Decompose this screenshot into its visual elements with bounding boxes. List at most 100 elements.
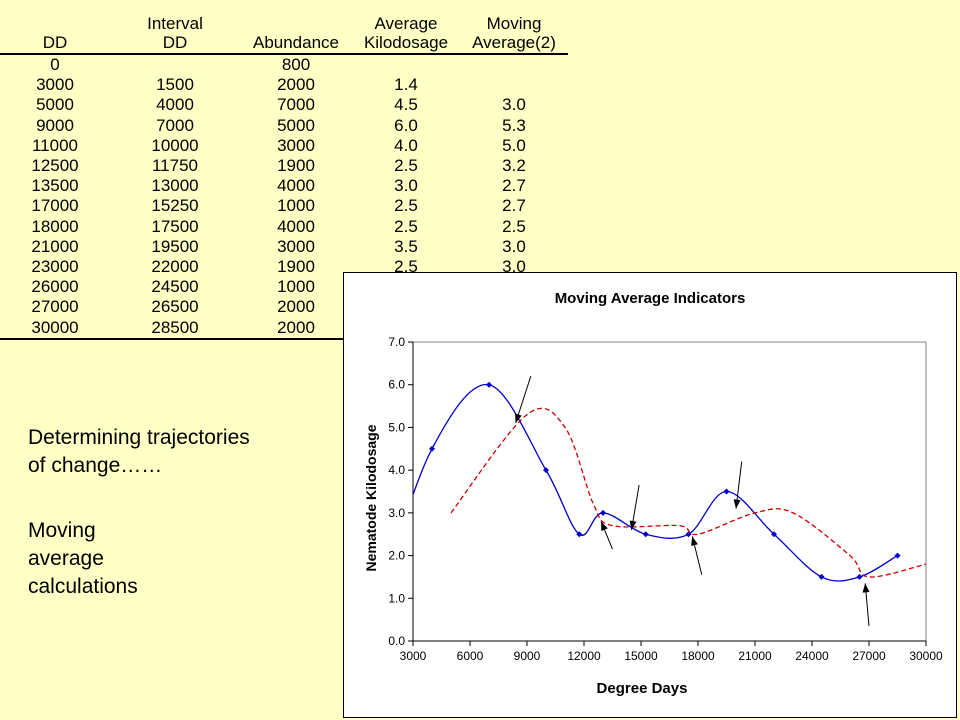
annotation-arrowhead	[601, 521, 608, 532]
column-header: DD	[110, 33, 240, 55]
table-cell: 4.0	[394, 135, 418, 155]
table-cell: 5.3	[502, 115, 526, 135]
table-cell: 11000	[31, 135, 78, 155]
table-cell: 13500	[31, 176, 79, 196]
data-point	[600, 509, 606, 516]
x-tick-label: 18000	[681, 649, 715, 663]
table-cell: 3.5	[394, 236, 418, 256]
table-cell: 800	[281, 55, 311, 75]
table-cell: 3.0	[502, 95, 526, 115]
column-header: Interval	[147, 14, 203, 33]
table-cell: 3.0	[394, 176, 418, 196]
table-row: 21000 19500 3000 3.5 3.0	[0, 237, 568, 257]
table-cell: 12500	[31, 156, 79, 176]
table-cell: 17500	[151, 216, 199, 236]
table-cell: 18000	[31, 216, 79, 236]
y-tick-label: 4.0	[388, 463, 405, 477]
x-tick-label: 12000	[567, 649, 601, 663]
table-cell: 2.7	[502, 196, 526, 216]
x-tick-label: 6000	[457, 649, 484, 663]
table-cell: 0	[50, 55, 60, 75]
table-cell: 7000	[277, 95, 315, 115]
table-cell: 3.2	[502, 156, 526, 176]
table-row: 17000 15250 1000 2.5 2.7	[0, 196, 568, 216]
x-tick-label: 30000	[909, 649, 943, 663]
x-tick-label: 9000	[514, 649, 541, 663]
x-tick-label: 21000	[738, 649, 772, 663]
table-cell: 2000	[277, 297, 315, 317]
column-header: Average(2)	[460, 33, 568, 55]
table-cell: 3000	[36, 75, 74, 95]
x-tick-label: 15000	[624, 649, 658, 663]
table-cell: 3.0	[502, 256, 526, 276]
caption-line: Moving	[28, 519, 96, 542]
table-cell	[460, 75, 568, 95]
data-point	[723, 488, 730, 495]
data-point	[894, 552, 901, 559]
y-tick-label: 3.0	[388, 506, 405, 520]
table-cell: 30000	[0, 317, 110, 340]
table-cell: 2.5	[394, 256, 418, 276]
y-tick-label: 5.0	[388, 420, 405, 434]
table-cell: 1900	[277, 156, 315, 176]
moving-average-line	[450, 407, 926, 578]
column-header: Abundance	[240, 33, 352, 55]
table-cell: 3.0	[502, 236, 526, 256]
table-cell: 13000	[151, 176, 199, 196]
annotation-arrowhead	[515, 413, 522, 424]
annotation-arrowhead	[629, 520, 637, 530]
table-cell: 5000	[277, 115, 315, 135]
table-cell: 3000	[277, 135, 315, 155]
table-cell: 2000	[240, 317, 352, 340]
table-cell: 27000	[31, 297, 79, 317]
moving-average-chart: Moving Average Indicators Degree Days Ne…	[363, 290, 943, 697]
heading-line: Determining trajectories	[28, 426, 250, 449]
x-axis-label: Degree Days	[597, 680, 688, 697]
table-row: 0 800	[0, 54, 568, 75]
column-header	[240, 14, 352, 33]
table-cell: 2.7	[502, 176, 526, 196]
column-header: Average	[374, 14, 438, 33]
data-point	[685, 531, 692, 538]
table-cell: 17000	[31, 196, 79, 216]
y-tick-label: 6.0	[388, 378, 405, 392]
data-point	[486, 381, 492, 388]
chart-title: Moving Average Indicators	[555, 290, 746, 307]
table-cell: 15250	[151, 196, 199, 216]
x-tick-label: 24000	[795, 649, 829, 663]
table-cell: 2.5	[502, 216, 526, 236]
plot-area: 3000 6000 9000 12000 15000 18000 21000 24000 270…	[388, 335, 943, 663]
data-point	[429, 445, 435, 452]
trajectory-heading: Determining trajectories of change……	[28, 424, 250, 480]
table-cell: 22000	[151, 256, 199, 276]
table-cell: 23000	[31, 256, 79, 276]
moving-average-caption: Moving average calculations	[28, 517, 138, 601]
data-point	[576, 531, 583, 538]
table-row: 9000 7000 5000 6.0 5.3	[0, 116, 568, 136]
table-cell: 28500	[110, 317, 240, 340]
table-cell: 2.5	[394, 216, 418, 236]
y-tick-label: 0.0	[388, 634, 405, 648]
data-point	[642, 531, 649, 538]
y-tick-label: 1.0	[388, 591, 405, 605]
table-cell: 26500	[151, 297, 199, 317]
table-cell: 5.0	[502, 135, 526, 155]
table-cell: 3000	[277, 236, 315, 256]
y-axis-label: Nematode Kilodosage	[363, 424, 379, 571]
table-row: 13500 13000 4000 3.0 2.7	[0, 176, 568, 196]
table-cell: 21000	[31, 236, 79, 256]
caption-line: average	[28, 547, 104, 570]
data-point	[818, 573, 825, 580]
table-cell: 10000	[151, 135, 199, 155]
table-cell: 2.5	[394, 156, 418, 176]
table-cell	[460, 54, 568, 75]
y-tick-label: 2.0	[388, 549, 405, 563]
column-header: DD	[0, 33, 110, 55]
table-cell: 26000	[31, 277, 79, 297]
data-point	[856, 573, 863, 580]
table-cell: 2000	[277, 75, 315, 95]
table-cell: 1000	[277, 196, 315, 216]
caption-line: calculations	[28, 575, 138, 598]
heading-line: of change……	[28, 454, 163, 477]
table-cell: 19500	[151, 236, 199, 256]
